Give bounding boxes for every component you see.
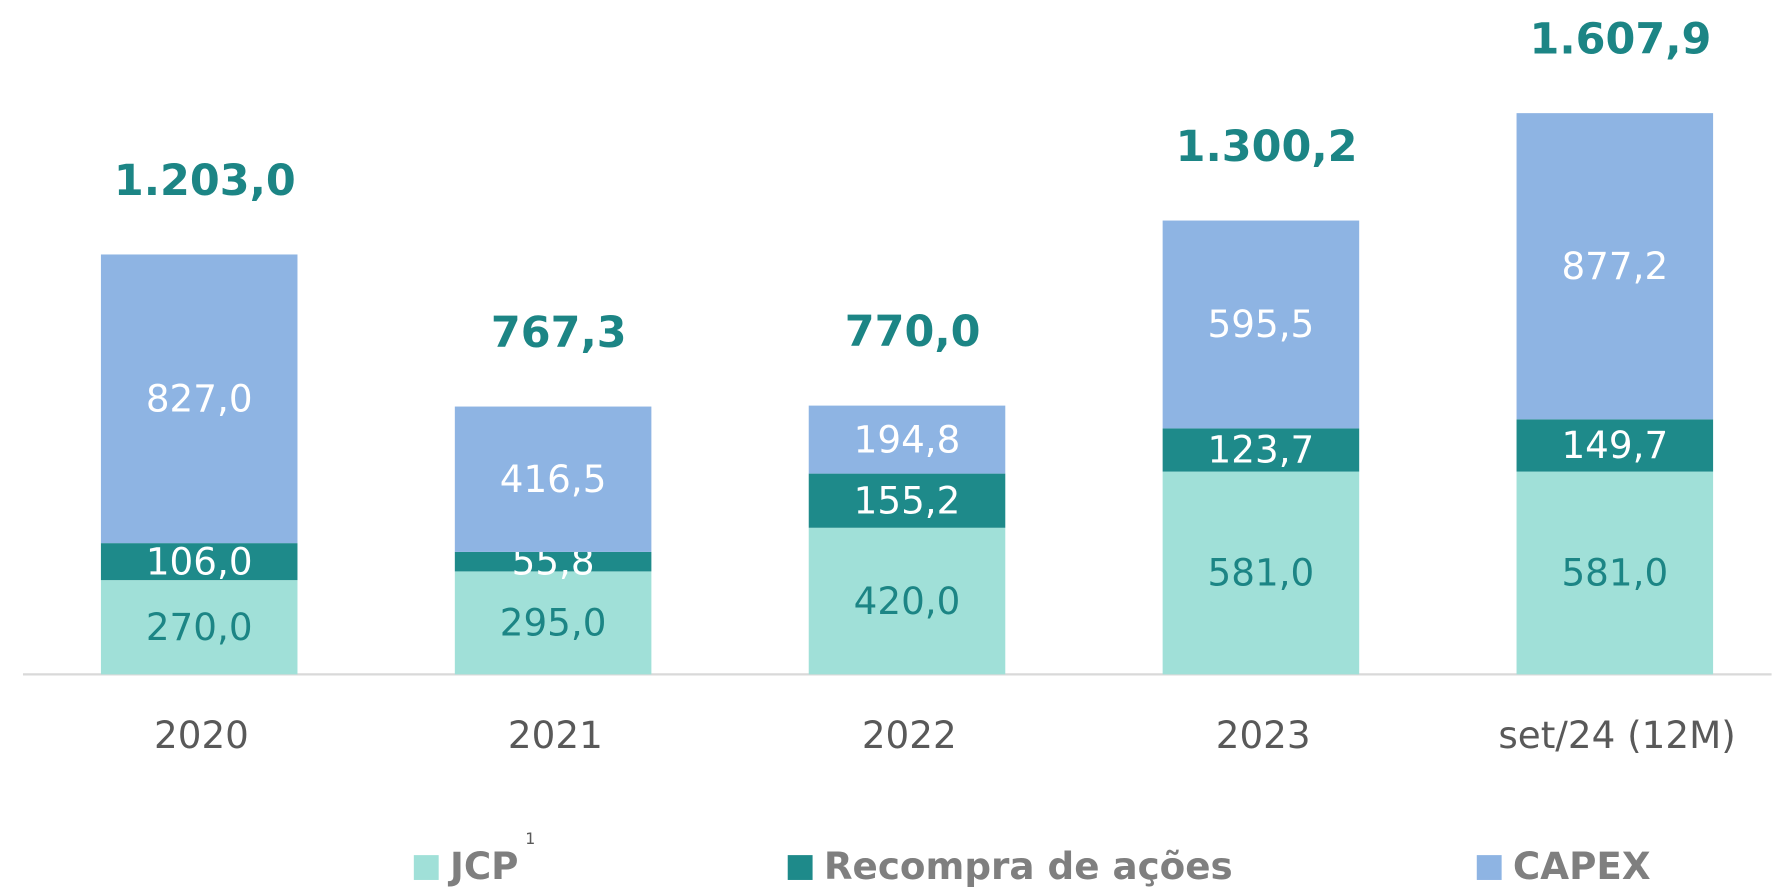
value-label: 149,7 [1561,423,1668,467]
value-label: 194,8 [854,417,961,461]
bar-segment [454,406,652,552]
bar-segment [1162,220,1360,429]
total-label: 1.300,2 [1176,122,1358,172]
legend-label: CAPEX [1513,844,1651,888]
x-tick-label: 2021 [508,713,603,757]
bar-segment [1162,428,1360,472]
bar-segment [100,580,298,675]
bar-segment [1516,113,1714,420]
total-label: 1.203,0 [114,156,296,206]
bar-segment [100,254,298,544]
x-tick-label: 2020 [154,713,249,757]
legend-label: Recompra de ações [824,844,1233,888]
x-tick-label: 2022 [862,713,957,757]
bar-segment [1516,471,1714,675]
legend-label: JCP [447,844,519,888]
total-label: 767,3 [491,308,627,358]
legend-footnote: 1 [525,829,535,848]
value-label: 827,0 [146,377,253,421]
value-label: 106,0 [146,539,253,583]
bar-segment [808,405,1006,474]
total-label: 770,0 [845,307,981,357]
total-label: 1.607,9 [1530,14,1712,64]
bar-segment [1516,419,1714,472]
bar-segment [454,551,652,572]
value-label: 420,0 [854,579,961,623]
bar-segment [1162,471,1360,675]
value-label: 270,0 [146,605,253,649]
bar-segment [808,473,1006,528]
legend-swatch [413,855,439,880]
value-label: 123,7 [1208,428,1315,472]
bar-segment [808,527,1006,675]
value-label: 595,5 [1208,302,1315,346]
value-label: 295,0 [500,601,607,645]
x-tick-label: set/24 (12M) [1498,713,1735,757]
value-label: 877,2 [1561,244,1668,288]
x-tick-label: 2023 [1216,713,1311,757]
value-label: 581,0 [1208,551,1315,595]
value-label: 416,5 [500,457,607,501]
bar-segment [100,543,298,581]
value-label: 155,2 [854,478,961,522]
legend-swatch [1476,855,1502,880]
legend-swatch [787,855,813,880]
bar-segment [454,571,652,675]
value-label: 581,0 [1561,551,1668,595]
